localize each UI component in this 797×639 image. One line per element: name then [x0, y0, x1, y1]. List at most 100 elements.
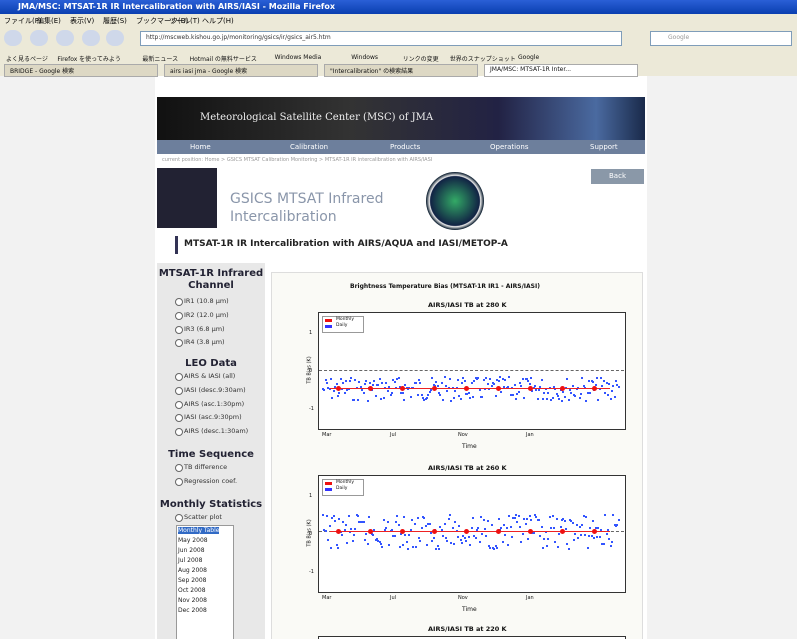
bookmark[interactable]: 最新ニュース	[142, 54, 178, 63]
daily-dot	[496, 547, 498, 549]
plot-title: AIRS/IASI TB at 220 K	[428, 625, 507, 633]
daily-dot	[542, 547, 544, 549]
x-tick-label: Nov	[458, 432, 468, 438]
daily-dot	[527, 538, 529, 540]
daily-dot	[471, 382, 473, 384]
radio[interactable]	[175, 373, 183, 381]
sidebar-heading: Monthly Statistics	[158, 499, 264, 511]
radio-label[interactable]: IASI (desc.9:30am)	[184, 386, 246, 394]
tab-label[interactable]: airs iasi jma - Google 検索	[170, 66, 247, 75]
daily-dot	[487, 383, 489, 385]
radio[interactable]	[175, 298, 183, 306]
radio-label[interactable]: IR1 (10.8 μm)	[184, 297, 229, 305]
legend-label: Daily	[336, 486, 347, 491]
radio[interactable]	[175, 387, 183, 395]
radio-label[interactable]: AIRS (desc.1:30am)	[184, 427, 248, 435]
daily-dot	[561, 400, 563, 402]
daily-dot	[396, 515, 398, 517]
menu-item[interactable]: 表示(V)	[70, 16, 94, 26]
nav-link[interactable]: Home	[190, 143, 211, 151]
nav-button[interactable]	[82, 30, 100, 46]
daily-dot	[342, 521, 344, 523]
nav-link[interactable]: Operations	[490, 143, 528, 151]
daily-dot	[495, 395, 497, 397]
daily-dot	[394, 535, 396, 537]
monthly-point	[336, 386, 341, 391]
menu-item[interactable]: ツール(T)	[169, 16, 200, 26]
daily-dot	[604, 514, 606, 516]
page-title: GSICS MTSAT Infrared Intercalibration	[230, 190, 410, 226]
radio-label[interactable]: IR4 (3.8 μm)	[184, 338, 225, 346]
daily-dot	[402, 544, 404, 546]
radio-label[interactable]: IR2 (12.0 μm)	[184, 311, 229, 319]
bookmark[interactable]: Windows Media	[275, 54, 322, 61]
daily-dot	[585, 400, 587, 402]
tab-label[interactable]: BRIDGE - Google 検索	[10, 66, 74, 75]
back-button[interactable]: Back	[591, 169, 644, 184]
bookmark[interactable]: Hotmail の無料サービス	[190, 54, 257, 63]
list-option[interactable]: Dec 2008	[178, 607, 207, 614]
nav-button[interactable]	[106, 30, 124, 46]
nav-link[interactable]: Support	[590, 143, 618, 151]
nav-link[interactable]: Products	[390, 143, 420, 151]
daily-dot	[610, 398, 612, 400]
list-option[interactable]: Aug 2008	[178, 567, 207, 574]
daily-dot	[377, 384, 379, 386]
radio-label[interactable]: AIRS (asc.1:30pm)	[184, 400, 244, 408]
menu-item[interactable]: 履歴(S)	[103, 16, 127, 26]
list-option[interactable]: Jul 2008	[178, 557, 202, 564]
radio[interactable]	[175, 478, 183, 486]
daily-dot	[334, 520, 336, 522]
daily-dot	[399, 546, 401, 548]
bookmark[interactable]: Windows	[351, 54, 378, 61]
radio[interactable]	[175, 401, 183, 409]
radio[interactable]	[175, 514, 183, 522]
daily-dot	[365, 533, 367, 535]
daily-dot	[404, 384, 406, 386]
menu-item[interactable]: ファイル(F)	[4, 16, 42, 26]
daily-dot	[610, 545, 612, 547]
radio[interactable]	[175, 464, 183, 472]
list-option[interactable]: Sep 2008	[178, 577, 207, 584]
nav-button[interactable]	[30, 30, 48, 46]
list-option[interactable]: Jun 2008	[178, 547, 205, 554]
daily-dot	[591, 535, 593, 537]
daily-dot	[581, 377, 583, 379]
menu-item[interactable]: 編集(E)	[37, 16, 61, 26]
daily-dot	[538, 519, 540, 521]
nav-link[interactable]: Calibration	[290, 143, 328, 151]
tab-label[interactable]: JMA/MSC: MTSAT-1R Inter...	[490, 66, 571, 73]
nav-button[interactable]	[4, 30, 22, 46]
radio-label[interactable]: IR3 (6.8 μm)	[184, 325, 225, 333]
radio-label[interactable]: AIRS & IASI (all)	[184, 372, 235, 380]
daily-dot	[380, 398, 382, 400]
radio-label[interactable]: Scatter plot	[184, 513, 222, 521]
bookmark[interactable]: Firefox を使ってみよう	[57, 54, 120, 63]
list-option[interactable]: Oct 2008	[178, 587, 206, 594]
radio-label[interactable]: Regression coef.	[184, 477, 237, 485]
daily-dot	[461, 542, 463, 544]
bookmark[interactable]: リンクの変更	[403, 54, 439, 63]
daily-dot	[410, 396, 412, 398]
bookmark[interactable]: よく見るページ	[6, 54, 48, 63]
legend-label: Daily	[336, 323, 347, 328]
list-option[interactable]: May 2008	[178, 537, 208, 544]
tab-label[interactable]: "Intercalibration" の検索結果	[330, 66, 413, 75]
bookmark[interactable]: 世界のスナップショット	[450, 54, 516, 63]
daily-dot	[407, 548, 409, 550]
daily-dot	[404, 534, 406, 536]
radio-label[interactable]: IASI (asc.9:30pm)	[184, 413, 242, 421]
list-option[interactable]: Monthly Table	[178, 527, 219, 534]
radio[interactable]	[175, 312, 183, 320]
monthly-point	[432, 529, 437, 534]
bookmark[interactable]: Google	[518, 54, 539, 61]
menu-item[interactable]: ヘルプ(H)	[202, 16, 234, 26]
nav-button[interactable]	[56, 30, 74, 46]
daily-dot	[454, 390, 456, 392]
radio[interactable]	[175, 326, 183, 334]
daily-dot	[403, 516, 405, 518]
x-tick-label: Nov	[458, 595, 468, 601]
daily-dot	[348, 515, 350, 517]
radio-label[interactable]: TB difference	[184, 463, 227, 471]
list-option[interactable]: Nov 2008	[178, 597, 207, 604]
